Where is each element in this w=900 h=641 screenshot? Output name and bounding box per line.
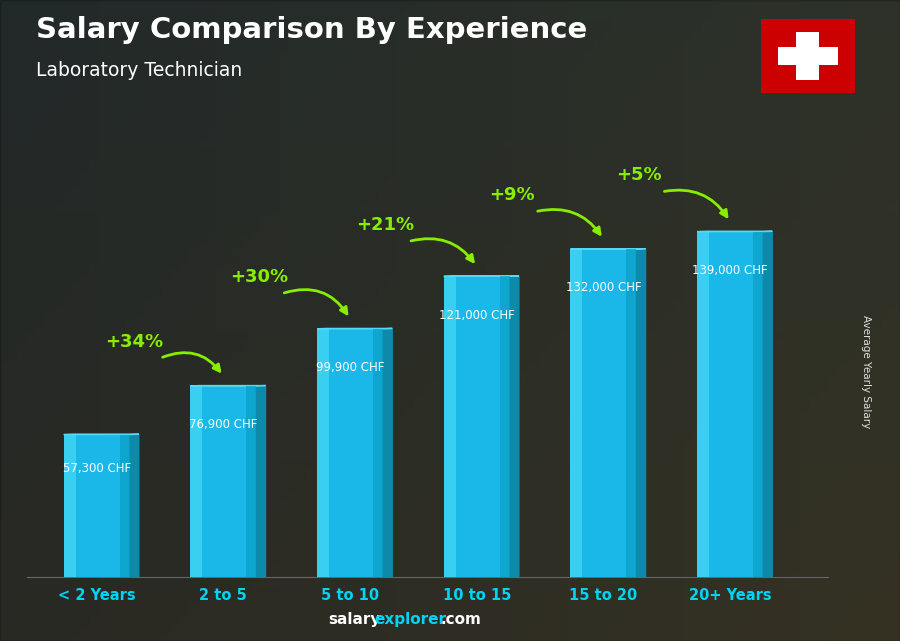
Bar <box>191 386 256 577</box>
Bar <box>500 276 509 577</box>
Bar <box>698 231 763 577</box>
Polygon shape <box>763 231 772 577</box>
Text: +34%: +34% <box>105 333 164 351</box>
Polygon shape <box>383 328 392 577</box>
Text: salary: salary <box>328 612 381 627</box>
Text: +5%: +5% <box>616 167 662 185</box>
Text: .com: .com <box>441 612 482 627</box>
Polygon shape <box>130 434 139 577</box>
Polygon shape <box>509 276 519 577</box>
Text: explorer: explorer <box>374 612 446 627</box>
Text: 139,000 CHF: 139,000 CHF <box>692 264 768 277</box>
Bar <box>444 276 455 577</box>
Bar <box>64 435 76 577</box>
Text: 76,900 CHF: 76,900 CHF <box>189 418 257 431</box>
Bar <box>778 47 838 65</box>
Text: 132,000 CHF: 132,000 CHF <box>565 281 641 294</box>
Polygon shape <box>256 385 266 577</box>
Bar <box>317 329 383 577</box>
Bar <box>191 386 202 577</box>
Bar <box>317 329 329 577</box>
Bar <box>120 435 130 577</box>
Bar <box>753 231 763 577</box>
Bar <box>444 276 509 577</box>
Text: 57,300 CHF: 57,300 CHF <box>63 462 130 475</box>
Bar <box>796 33 819 79</box>
Text: Laboratory Technician: Laboratory Technician <box>36 61 242 80</box>
Bar <box>698 231 709 577</box>
Text: 99,900 CHF: 99,900 CHF <box>316 361 384 374</box>
Bar <box>374 329 383 577</box>
Text: +9%: +9% <box>490 187 535 204</box>
Bar <box>247 386 256 577</box>
Text: Salary Comparison By Experience: Salary Comparison By Experience <box>36 16 587 44</box>
Bar <box>64 435 130 577</box>
Text: 121,000 CHF: 121,000 CHF <box>439 309 515 322</box>
Text: +30%: +30% <box>230 269 288 287</box>
Polygon shape <box>636 249 645 577</box>
Text: Average Yearly Salary: Average Yearly Salary <box>860 315 871 428</box>
Bar <box>571 249 582 577</box>
Bar <box>626 249 636 577</box>
Bar <box>571 249 636 577</box>
Text: +21%: +21% <box>356 216 415 234</box>
